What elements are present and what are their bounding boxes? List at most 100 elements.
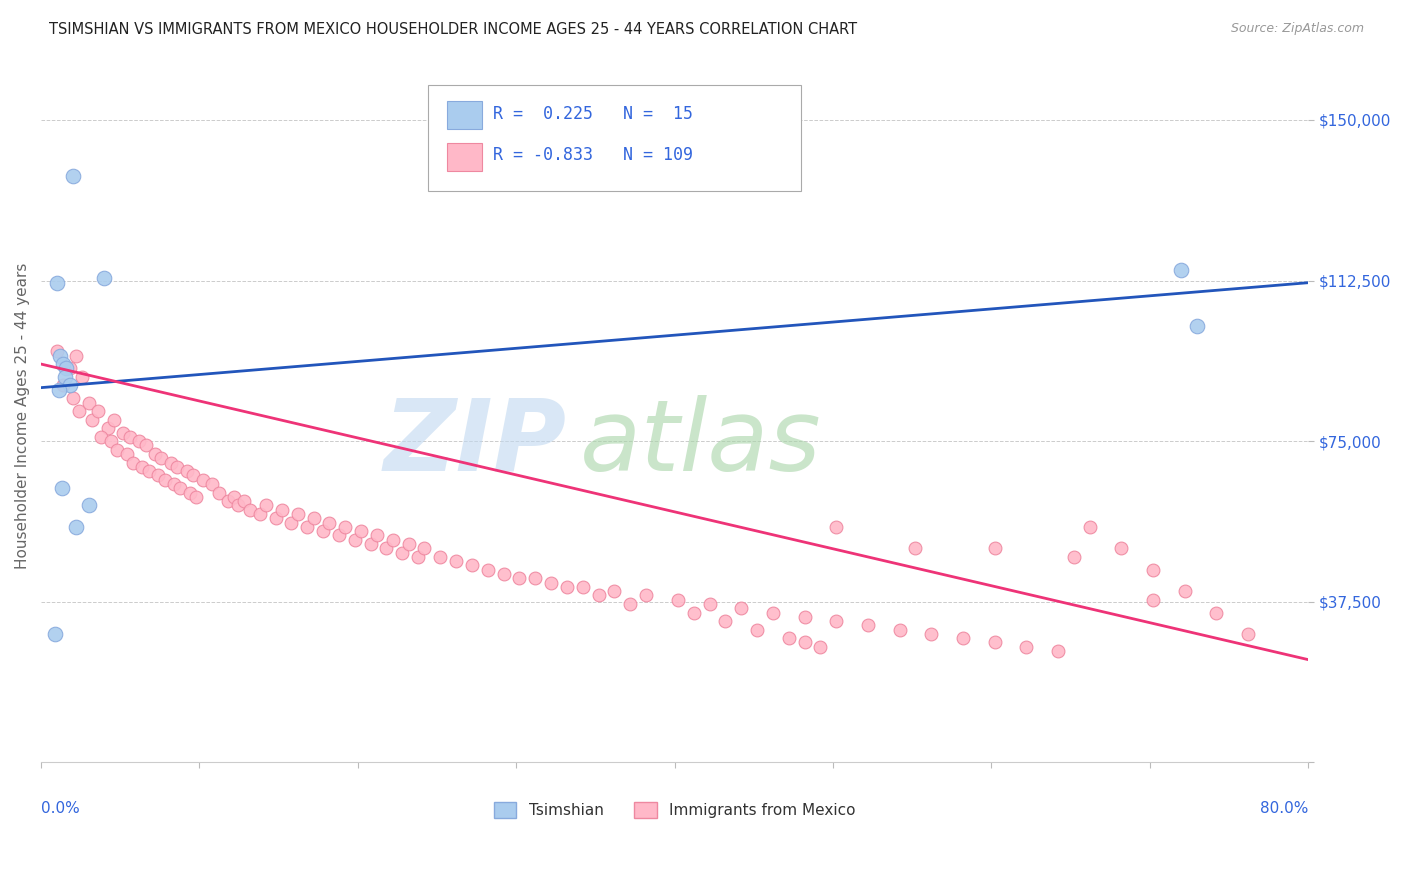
FancyBboxPatch shape (447, 143, 482, 170)
Point (808, 640, 831, 654)
Point (280, 516, 302, 530)
Point (1111, 541, 1133, 556)
Point (540, 575, 562, 590)
Point (889, 623, 911, 637)
Y-axis label: Householder Income Ages 25 - 44 years: Householder Income Ages 25 - 44 years (15, 262, 30, 569)
Point (391, 545, 413, 559)
Point (508, 571, 530, 585)
Point (90, 430, 112, 444)
Point (270, 502, 292, 516)
Point (904, 541, 927, 556)
Point (492, 566, 515, 581)
Point (350, 524, 373, 538)
Point (249, 507, 271, 521)
Point (920, 627, 942, 641)
Point (122, 456, 145, 470)
Point (176, 464, 198, 478)
Point (825, 520, 848, 534)
Point (52, 357, 75, 371)
Text: atlas: atlas (579, 395, 821, 491)
Point (1015, 640, 1038, 654)
Point (138, 464, 160, 478)
Point (59, 378, 82, 392)
Point (572, 580, 595, 594)
Point (312, 524, 335, 538)
Point (1046, 644, 1069, 658)
Point (49, 349, 72, 363)
Point (93, 271, 115, 285)
Point (53, 370, 76, 384)
Point (103, 413, 125, 427)
Point (666, 592, 689, 607)
Point (762, 606, 785, 620)
Point (128, 434, 150, 449)
Point (825, 614, 848, 628)
Point (131, 459, 153, 474)
Point (398, 537, 420, 551)
Point (793, 609, 815, 624)
Text: 0.0%: 0.0% (41, 801, 80, 815)
Point (778, 631, 800, 645)
Point (406, 549, 429, 564)
Point (72, 370, 94, 384)
Point (429, 549, 451, 564)
Point (115, 447, 138, 461)
Point (287, 507, 309, 521)
Point (97, 421, 120, 435)
Point (983, 541, 1005, 556)
Text: TSIMSHIAN VS IMMIGRANTS FROM MEXICO HOUSEHOLDER INCOME AGES 25 - 44 YEARS CORREL: TSIMSHIAN VS IMMIGRANTS FROM MEXICO HOUS… (49, 22, 858, 37)
Point (77, 499, 100, 513)
Point (264, 511, 287, 525)
Point (254, 499, 277, 513)
Point (62, 169, 84, 183)
Point (360, 537, 382, 551)
Point (444, 554, 467, 568)
FancyBboxPatch shape (427, 85, 801, 192)
Point (169, 481, 191, 495)
Point (335, 520, 357, 534)
Point (1142, 563, 1164, 577)
Point (1078, 520, 1101, 534)
Point (118, 430, 141, 444)
Text: ZIP: ZIP (384, 395, 567, 491)
Point (1142, 592, 1164, 607)
Point (302, 511, 325, 525)
Point (80, 413, 103, 427)
Point (1237, 627, 1260, 641)
Point (295, 520, 318, 534)
Point (1170, 263, 1192, 277)
Point (856, 618, 879, 632)
Point (87, 404, 110, 418)
Point (51, 481, 73, 495)
Point (477, 563, 499, 577)
Point (100, 434, 122, 449)
Point (179, 485, 201, 500)
Point (232, 494, 254, 508)
Point (207, 485, 229, 500)
Point (682, 606, 704, 620)
Point (1174, 584, 1197, 599)
Point (46, 276, 69, 290)
Point (143, 447, 166, 461)
Point (77, 395, 100, 409)
Point (44, 627, 66, 641)
Point (148, 468, 170, 483)
Point (153, 473, 176, 487)
Point (135, 438, 157, 452)
Point (55, 361, 77, 376)
Point (239, 502, 262, 516)
Point (201, 477, 224, 491)
Point (150, 451, 173, 466)
Point (328, 528, 350, 542)
Point (381, 533, 404, 547)
Point (366, 528, 388, 542)
Point (59, 361, 82, 376)
Legend: Tsimshian, Immigrants from Mexico: Tsimshian, Immigrants from Mexico (488, 796, 862, 824)
Point (1063, 549, 1085, 564)
Point (619, 597, 641, 611)
Point (191, 473, 214, 487)
Point (1205, 606, 1227, 620)
Point (983, 635, 1005, 649)
Point (375, 541, 398, 556)
Point (1187, 318, 1209, 333)
